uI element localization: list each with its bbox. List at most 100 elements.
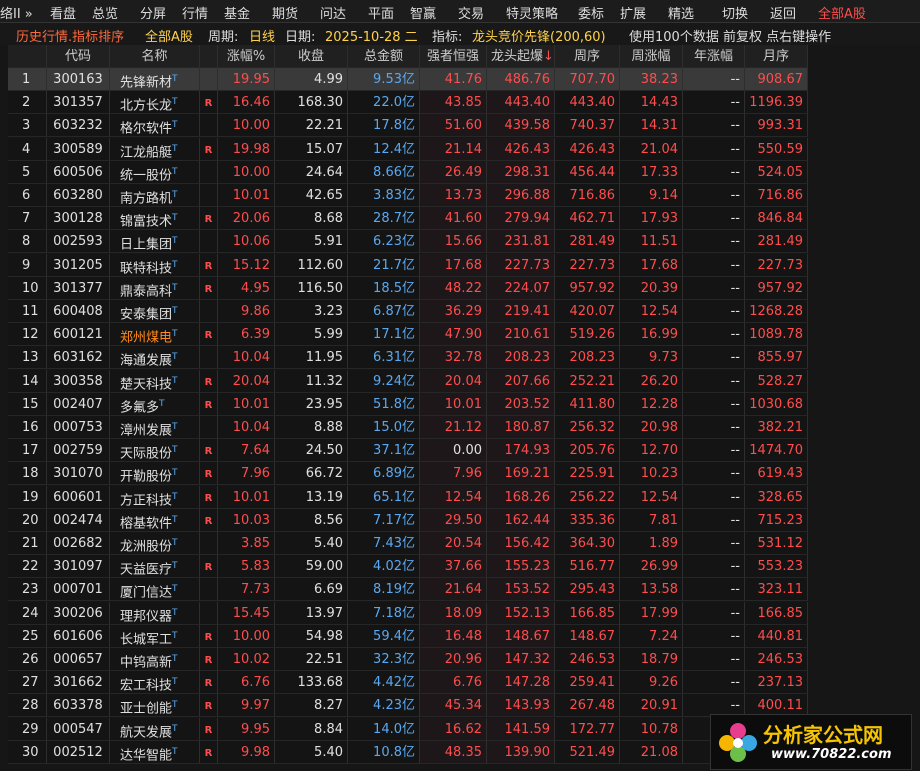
cell-text[interactable]: 301097 bbox=[53, 559, 103, 575]
cell-text[interactable]: 301377 bbox=[53, 280, 103, 296]
stock-name[interactable]: 龙洲股份 bbox=[120, 539, 173, 555]
menu-item[interactable]: 智赢 bbox=[410, 7, 437, 22]
table-cell: -- bbox=[683, 601, 745, 625]
stock-name[interactable]: 郑州煤电 bbox=[120, 330, 173, 346]
header-cell[interactable]: 涨幅% bbox=[218, 45, 275, 68]
stock-name[interactable]: 多氟多 bbox=[120, 400, 160, 416]
menu-item[interactable]: 络II » bbox=[0, 7, 33, 22]
stock-name[interactable]: 鼎泰高科 bbox=[120, 284, 173, 300]
cell-text[interactable]: 300163 bbox=[53, 72, 103, 87]
cell-text[interactable]: 300358 bbox=[53, 373, 103, 389]
cell-text: -- bbox=[730, 164, 740, 180]
cell-text[interactable]: 603280 bbox=[53, 188, 103, 203]
stock-name[interactable]: 楚天科技 bbox=[120, 376, 173, 392]
menu-item[interactable]: 看盘 bbox=[50, 7, 77, 22]
table-cell: 208.23 bbox=[555, 346, 620, 370]
stock-name[interactable]: 中钨高新 bbox=[120, 655, 173, 671]
header-cell[interactable]: 名称 bbox=[110, 45, 200, 68]
cell-text[interactable]: 000701 bbox=[53, 582, 103, 598]
stock-name[interactable]: 统一股份 bbox=[120, 168, 173, 184]
cell-text[interactable]: 301070 bbox=[53, 466, 103, 482]
cell-text[interactable]: 000547 bbox=[53, 721, 103, 737]
menu-item[interactable]: 返回 bbox=[770, 7, 797, 22]
cell-text[interactable]: 300589 bbox=[53, 141, 103, 157]
cell-text[interactable]: 002512 bbox=[53, 744, 103, 760]
header-cell[interactable]: 总金额 bbox=[348, 45, 420, 68]
cell-text[interactable]: 600506 bbox=[53, 164, 103, 180]
cell-text[interactable]: 002682 bbox=[53, 536, 103, 551]
menu-item[interactable]: 问达 bbox=[320, 7, 347, 22]
stock-name[interactable]: 长城军工 bbox=[120, 632, 173, 648]
stock-name[interactable]: 锦富技术 bbox=[120, 214, 173, 230]
cell-text[interactable]: 600121 bbox=[53, 327, 103, 343]
header-cell[interactable]: 年涨幅 bbox=[683, 45, 745, 68]
stock-name[interactable]: 日上集团 bbox=[120, 237, 173, 253]
menu-item[interactable]: 交易 bbox=[458, 7, 485, 22]
menu-item[interactable]: 精选 bbox=[668, 7, 695, 22]
header-cell[interactable]: 月序 bbox=[745, 45, 808, 68]
stock-name[interactable]: 宏工科技 bbox=[120, 678, 173, 694]
cell-text[interactable]: 603162 bbox=[53, 350, 103, 366]
stock-name[interactable]: 天益医疗 bbox=[120, 562, 173, 578]
cell-text[interactable]: 301205 bbox=[53, 257, 103, 273]
menu-item[interactable]: 扩展 bbox=[620, 7, 647, 22]
menu-item[interactable]: 分屏 bbox=[140, 7, 167, 22]
cell-text[interactable]: 600601 bbox=[53, 489, 103, 505]
cell-text: 7.24 bbox=[649, 628, 678, 644]
table-cell: 301377 bbox=[47, 276, 110, 300]
menu-item[interactable]: 期货 bbox=[272, 7, 299, 22]
cell-text[interactable]: 002593 bbox=[53, 234, 103, 250]
menu-item[interactable]: 总览 bbox=[92, 7, 119, 22]
header-cell[interactable]: 周序 bbox=[555, 45, 620, 68]
header-cell[interactable]: 龙头起爆↓ bbox=[487, 45, 555, 68]
cell-text[interactable]: 603378 bbox=[53, 698, 103, 714]
cell-text[interactable]: 600408 bbox=[53, 304, 103, 319]
stock-name[interactable]: 江龙船艇 bbox=[120, 144, 173, 160]
cell-text[interactable]: 300206 bbox=[53, 605, 103, 621]
menu-item[interactable]: 切换 bbox=[722, 7, 749, 22]
menu-item[interactable]: 特灵策略 bbox=[506, 7, 559, 22]
cell-text[interactable]: 300128 bbox=[53, 211, 103, 227]
stock-name[interactable]: 联特科技 bbox=[120, 260, 173, 276]
cell-text: 4.42亿 bbox=[373, 675, 415, 691]
cell-text: 139.90 bbox=[504, 744, 551, 760]
stock-name[interactable]: 先锋新材 bbox=[120, 75, 173, 91]
cell-text[interactable]: 601606 bbox=[53, 628, 103, 644]
stock-name[interactable]: 北方长龙 bbox=[120, 98, 173, 114]
menu-item[interactable]: 平面 bbox=[368, 7, 395, 22]
cell-text[interactable]: 002759 bbox=[53, 443, 103, 459]
stock-name[interactable]: 厦门信达 bbox=[120, 585, 173, 601]
stock-name[interactable]: 达华智能 bbox=[120, 748, 173, 764]
header-cell[interactable]: 强者恒强 bbox=[420, 45, 487, 68]
cell-text[interactable]: 002474 bbox=[53, 512, 103, 528]
header-cell[interactable]: 代码 bbox=[47, 45, 110, 68]
menu-item[interactable]: 委标 bbox=[578, 7, 605, 22]
stock-name[interactable]: 漳州发展 bbox=[120, 423, 173, 439]
header-cell[interactable]: 收盘 bbox=[275, 45, 348, 68]
stock-name[interactable]: 开勒股份 bbox=[120, 469, 173, 485]
stock-name[interactable]: 榕基软件 bbox=[120, 516, 173, 532]
stock-name[interactable]: 亚士创能 bbox=[120, 701, 173, 717]
market-label[interactable]: 全部A股 bbox=[818, 7, 866, 22]
cell-text: 10.04 bbox=[232, 420, 270, 435]
menu-item[interactable]: 行情 bbox=[182, 7, 209, 22]
header-cell[interactable]: 周涨幅 bbox=[620, 45, 683, 68]
table-cell: 18 bbox=[8, 462, 47, 486]
menu-item[interactable]: 基金 bbox=[224, 7, 251, 22]
stock-name[interactable]: 格尔软件 bbox=[120, 121, 173, 137]
cell-text[interactable]: 000753 bbox=[53, 420, 103, 435]
cell-text[interactable]: 603232 bbox=[53, 118, 103, 134]
stock-name[interactable]: 理邦仪器 bbox=[120, 608, 173, 624]
stock-name[interactable]: 安泰集团 bbox=[120, 307, 173, 323]
stock-name[interactable]: 航天发展 bbox=[120, 724, 173, 740]
table-cell: 301097 bbox=[47, 555, 110, 579]
cell-text[interactable]: 000657 bbox=[53, 652, 103, 667]
cell-text[interactable]: 301662 bbox=[53, 675, 103, 691]
cell-text: -- bbox=[730, 466, 740, 482]
stock-name[interactable]: 天际股份 bbox=[120, 446, 173, 462]
stock-name[interactable]: 海通发展 bbox=[120, 353, 173, 369]
cell-text[interactable]: 002407 bbox=[53, 396, 103, 412]
stock-name[interactable]: 南方路机 bbox=[120, 191, 173, 207]
stock-name[interactable]: 方正科技 bbox=[120, 492, 173, 508]
cell-text[interactable]: 301357 bbox=[53, 95, 103, 111]
